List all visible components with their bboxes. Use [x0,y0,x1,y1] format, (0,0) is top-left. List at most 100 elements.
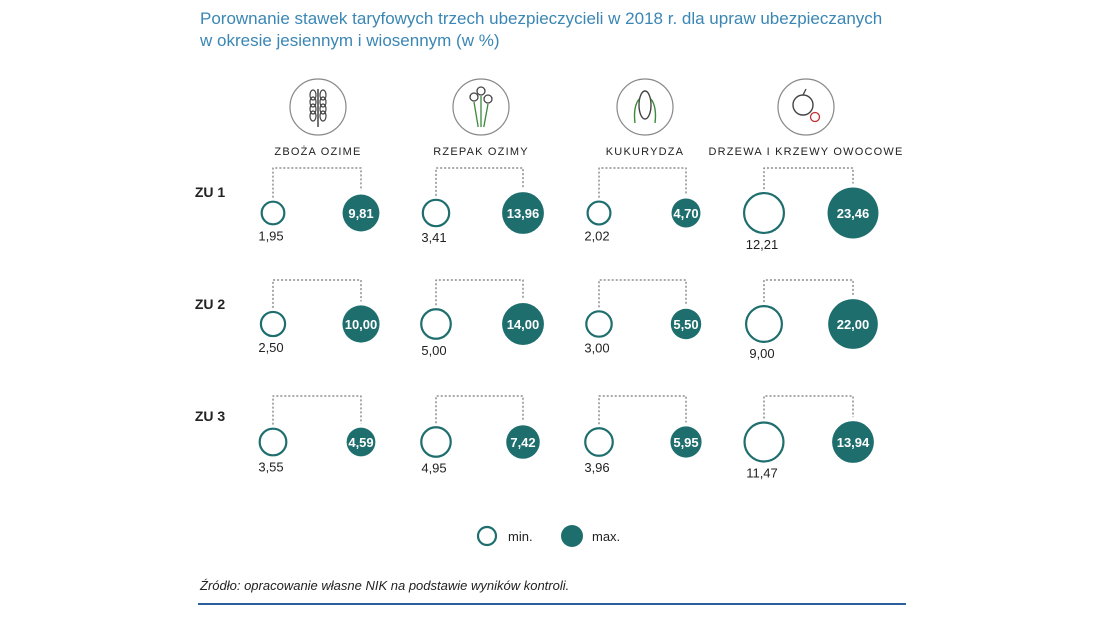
fruit-stem [802,88,807,96]
legend-min-marker [476,525,498,547]
category-label: KUKURYDZA [606,146,684,158]
category-label: RZEPAK OZIMY [433,146,528,158]
category-label: DRZEWA I KRZEWY OWOCOWE [708,146,903,158]
min-bubble [584,427,614,457]
insurer-label: ZU 1 [195,184,226,200]
min-bubble [259,310,287,338]
wheat-grain [319,89,327,101]
connector-bracket [763,279,854,303]
connector-bracket [598,395,687,425]
min-value-label: 3,00 [584,341,609,356]
fruit-icon [777,78,835,136]
corn-leaf [633,98,640,124]
fruit-cherry [809,111,821,123]
min-value-label: 3,55 [258,459,283,474]
max-value-label: 13,96 [507,206,540,221]
icon-ring [289,78,347,136]
max-bubble [671,198,701,228]
max-bubble [828,299,878,349]
source-note: Źródło: opracowanie własne NIK na podsta… [200,578,570,593]
rapeseed-flower [476,86,486,96]
max-bubble [670,308,702,340]
chart-title: Porownanie stawek taryfowych trzech ubez… [200,8,960,52]
min-bubble [420,426,452,458]
wheat-grain [319,96,327,108]
max-value-label: 4,70 [673,206,698,221]
insurer-label: ZU 2 [195,296,226,312]
corn-icon [616,78,674,136]
source-divider [198,603,906,605]
min-bubble [744,305,783,344]
insurer-label: ZU 3 [195,408,226,424]
connector-bracket [763,167,854,190]
max-bubble [827,187,879,239]
max-value-label: 10,00 [345,317,378,332]
category-label: ZBOŻA OZIME [274,145,361,158]
min-value-label: 3,96 [584,460,609,475]
max-bubble [506,425,540,459]
wheat-grain [309,89,317,101]
connector-bracket [272,395,362,425]
min-bubble [743,421,785,463]
rapeseed-icon [452,78,510,136]
max-bubble [502,303,544,345]
rapeseed-stem [483,103,489,128]
legend-max-marker [561,525,583,547]
max-bubble [832,421,874,463]
min-value-label: 5,00 [421,343,446,358]
wheat-grain [309,110,317,122]
min-value-label: 3,41 [421,230,446,245]
max-value-label: 7,42 [510,435,535,450]
min-value-label: 1,95 [258,228,283,243]
connector-bracket [435,395,524,424]
wheat-icon [289,78,347,136]
max-value-label: 5,50 [673,317,698,332]
max-bubble [342,194,380,232]
chart-title-line-1: Porownanie stawek taryfowych trzech ubez… [200,9,883,28]
min-value-label: 12,21 [746,237,779,252]
max-value-label: 14,00 [507,317,540,332]
min-bubble [260,200,286,226]
connector-bracket [763,395,854,419]
min-value-label: 11,47 [746,465,778,480]
corn-cob [638,90,652,120]
min-bubble [742,191,786,235]
min-value-label: 2,50 [258,340,283,355]
max-bubble [502,192,544,234]
max-value-label: 23,46 [837,206,870,221]
max-value-label: 22,00 [837,317,870,332]
min-bubble [258,427,288,457]
wheat-grain [309,96,317,108]
min-value-label: 9,00 [749,346,774,361]
rapeseed-flower [483,94,493,104]
max-bubble [670,426,702,458]
corn-leaf [650,98,657,124]
icon-ring [616,78,674,136]
connector-bracket [272,279,362,308]
min-value-label: 4,95 [421,461,446,476]
legend-max-label: max. [592,529,620,544]
min-value-label: 2,02 [584,228,609,243]
connector-bracket [598,167,687,198]
max-value-label: 4,59 [348,435,373,450]
icon-ring [777,78,835,136]
rapeseed-flower [469,92,479,102]
connector-bracket [598,279,687,308]
icon-ring [452,78,510,136]
connector-bracket [435,167,524,196]
max-value-label: 9,81 [348,206,373,221]
min-bubble [420,308,452,340]
min-bubble [585,310,613,338]
fruit-apple [792,94,814,116]
min-bubble [421,198,451,228]
rapeseed-stem [473,101,479,128]
min-bubble [586,200,612,226]
connector-bracket [272,167,362,198]
max-value-label: 5,95 [673,435,698,450]
wheat-grain [319,103,327,115]
connector-bracket [435,279,524,306]
max-bubble [342,305,380,343]
wheat-grain [309,103,317,115]
